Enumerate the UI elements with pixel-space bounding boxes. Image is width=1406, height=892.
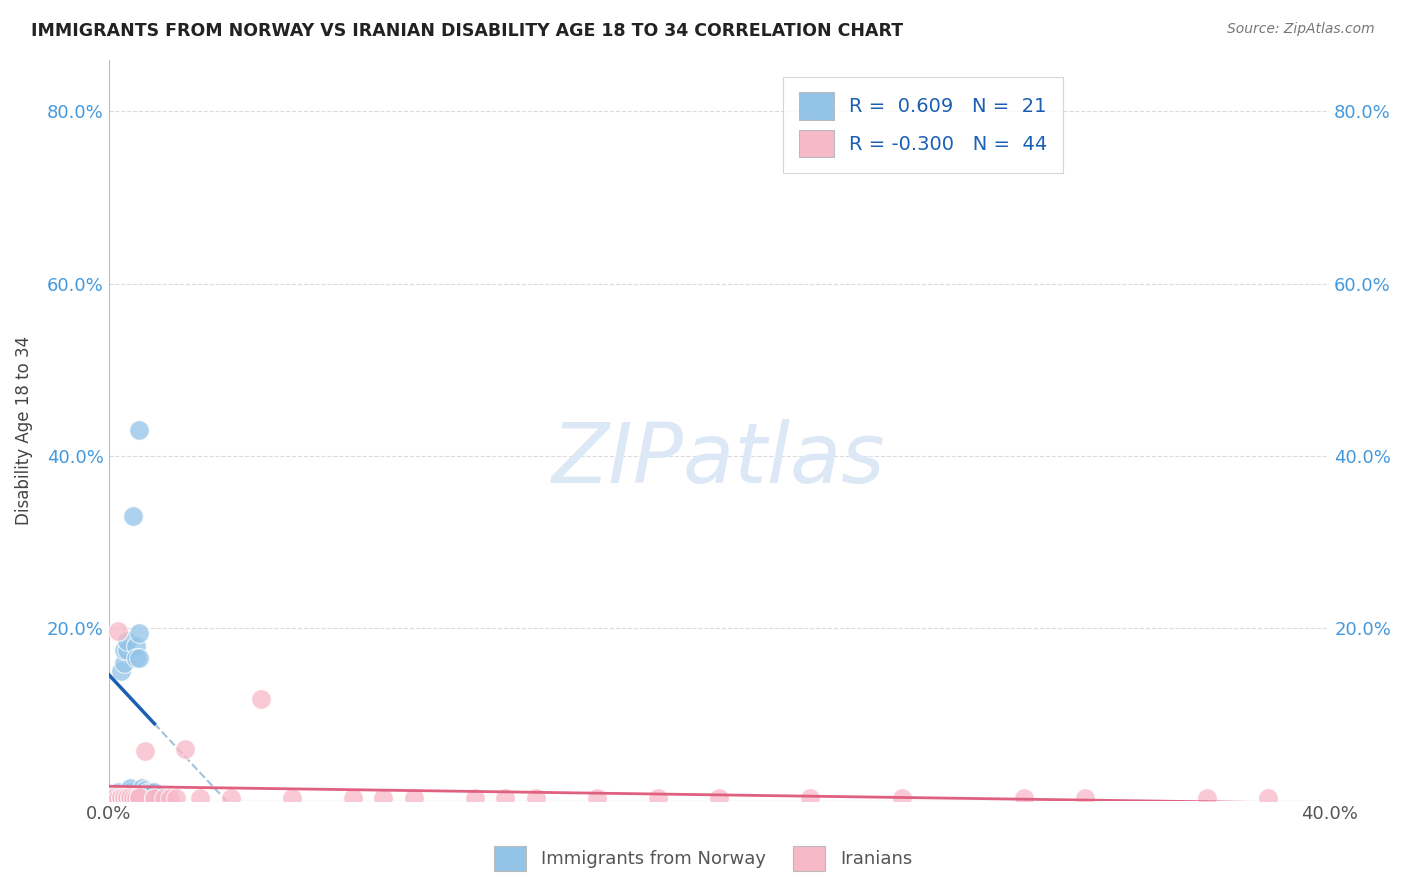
Point <box>112 643 135 657</box>
Y-axis label: Disability Age 18 to 34: Disability Age 18 to 34 <box>15 335 32 524</box>
Point <box>280 791 302 805</box>
Point <box>118 780 141 795</box>
Point <box>586 791 609 805</box>
Point <box>115 634 138 648</box>
Point <box>219 791 242 805</box>
Point <box>1012 791 1035 805</box>
Point <box>342 791 364 805</box>
Point <box>115 643 138 657</box>
Point <box>174 742 197 756</box>
Point <box>494 791 516 805</box>
Point <box>159 791 181 805</box>
Point <box>143 791 166 805</box>
Point <box>188 791 211 805</box>
Point <box>1074 791 1097 805</box>
Point <box>122 791 145 805</box>
Point <box>891 791 914 805</box>
Text: ZIPatlas: ZIPatlas <box>553 419 886 500</box>
Point <box>143 791 166 805</box>
Point <box>141 785 163 799</box>
Point <box>647 791 669 805</box>
Point <box>104 791 127 805</box>
Point <box>107 789 129 804</box>
Point <box>110 665 132 679</box>
Point <box>125 639 148 653</box>
Point <box>464 791 486 805</box>
Point <box>152 791 174 805</box>
Point <box>122 509 145 524</box>
Point <box>112 790 135 805</box>
Point <box>402 791 425 805</box>
Text: Source: ZipAtlas.com: Source: ZipAtlas.com <box>1227 22 1375 37</box>
Point <box>373 791 395 805</box>
Point <box>143 785 166 799</box>
Point <box>100 790 122 805</box>
Point <box>250 692 273 706</box>
Point <box>799 791 821 805</box>
Point <box>110 791 132 805</box>
Point <box>115 790 138 805</box>
Point <box>118 791 141 805</box>
Point <box>112 791 135 805</box>
Point <box>104 790 127 805</box>
Point <box>107 624 129 638</box>
Point <box>165 791 187 805</box>
Legend: Immigrants from Norway, Iranians: Immigrants from Norway, Iranians <box>486 838 920 879</box>
Legend: R =  0.609   N =  21, R = -0.300   N =  44: R = 0.609 N = 21, R = -0.300 N = 44 <box>783 77 1063 172</box>
Point <box>131 780 153 795</box>
Point <box>115 791 138 805</box>
Point <box>134 744 156 758</box>
Point <box>110 790 132 805</box>
Point <box>128 791 150 805</box>
Point <box>136 785 159 799</box>
Point <box>128 625 150 640</box>
Point <box>125 651 148 665</box>
Point <box>112 656 135 670</box>
Point <box>118 790 141 805</box>
Point <box>1197 791 1219 805</box>
Point <box>128 423 150 437</box>
Point <box>1257 791 1279 805</box>
Point <box>107 791 129 805</box>
Point <box>134 783 156 797</box>
Point <box>524 791 547 805</box>
Point <box>128 651 150 665</box>
Point <box>107 785 129 799</box>
Text: IMMIGRANTS FROM NORWAY VS IRANIAN DISABILITY AGE 18 TO 34 CORRELATION CHART: IMMIGRANTS FROM NORWAY VS IRANIAN DISABI… <box>31 22 903 40</box>
Point <box>707 791 730 805</box>
Point <box>128 790 150 805</box>
Point <box>125 791 148 805</box>
Point <box>100 791 122 805</box>
Point <box>118 785 141 799</box>
Point <box>118 789 141 804</box>
